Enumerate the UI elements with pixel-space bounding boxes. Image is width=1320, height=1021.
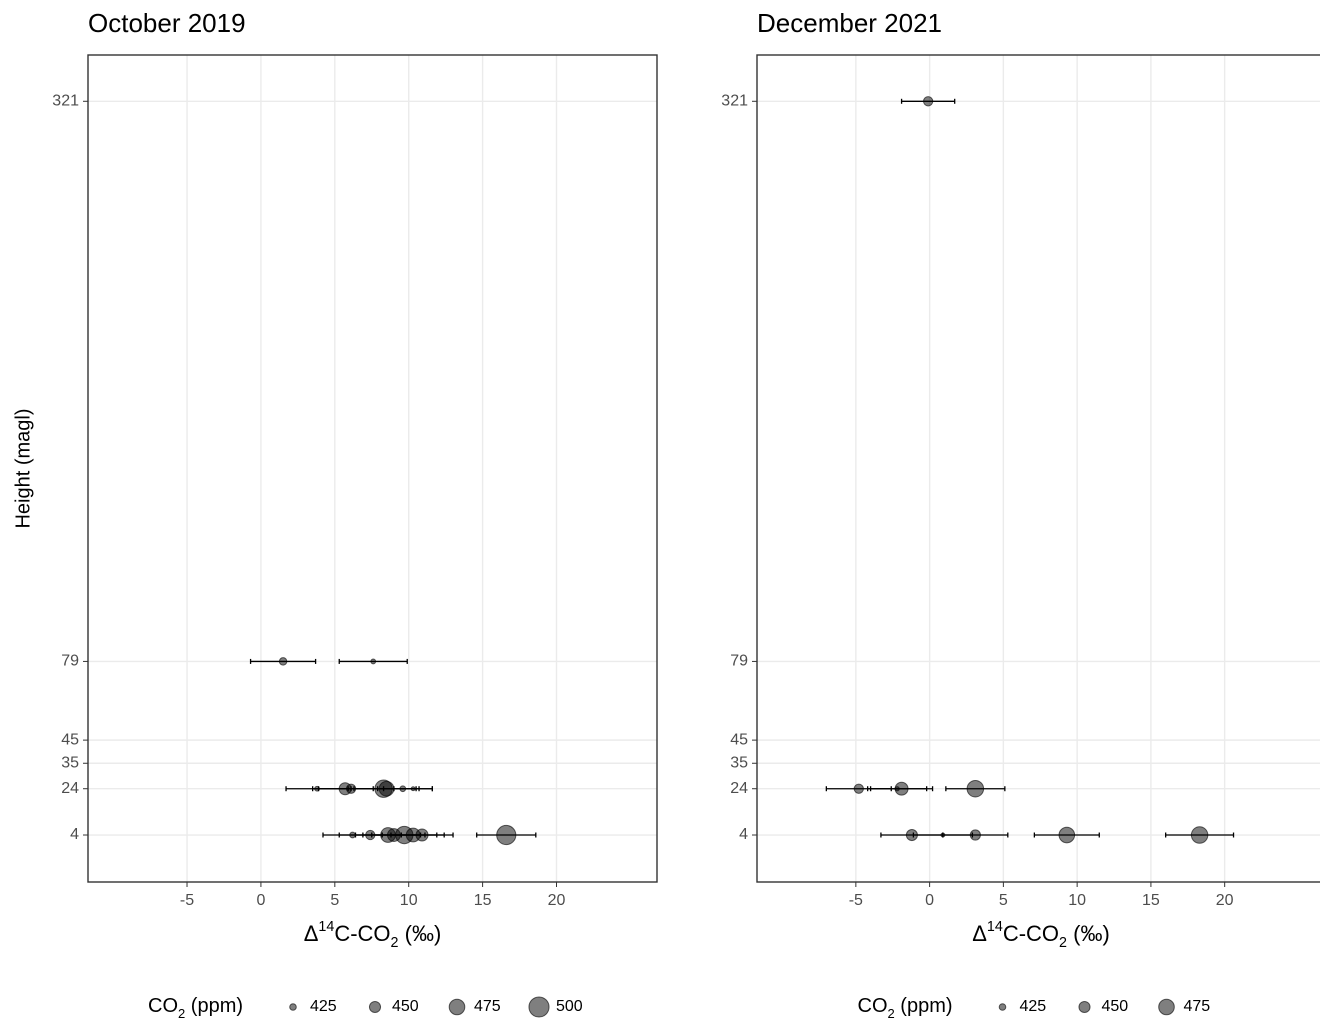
panel-title: December 2021 <box>757 8 942 38</box>
point <box>410 786 416 792</box>
legend-label: 475 <box>1184 998 1211 1015</box>
y-tick-label: 45 <box>730 731 748 748</box>
x-axis-label-part: Δ <box>304 921 319 946</box>
legend-label: 450 <box>392 998 419 1015</box>
x-axis-label-part: 14 <box>318 919 334 935</box>
legend-key <box>998 1003 1007 1011</box>
y-tick-label: 4 <box>70 826 79 843</box>
y-tick-label: 321 <box>721 93 748 110</box>
x-axis-label-part: 2 <box>391 935 399 951</box>
legend-title-part: (ppm) <box>185 995 243 1017</box>
point <box>370 658 377 665</box>
panel-border <box>756 54 1320 883</box>
x-tick-label: 10 <box>1068 892 1086 909</box>
point <box>378 780 395 797</box>
y-tick-label: 35 <box>730 754 748 771</box>
x-tick-label: -5 <box>849 892 863 909</box>
x-tick-label: 0 <box>925 892 934 909</box>
legend-title-part: 2 <box>888 1006 895 1021</box>
point <box>966 779 985 798</box>
x-tick-label: 20 <box>548 892 566 909</box>
y-axis-label: Height (magl) <box>12 408 34 528</box>
y-tick-label: 35 <box>61 754 79 771</box>
x-tick-label: 5 <box>999 892 1008 909</box>
panel <box>87 54 658 883</box>
y-tick-label: 24 <box>730 780 748 797</box>
point <box>365 829 376 841</box>
x-axis-label-part: (‰) <box>399 921 442 946</box>
y-tick-label: 79 <box>61 653 79 670</box>
point <box>349 831 356 839</box>
point <box>894 781 909 796</box>
y-tick-label: 24 <box>61 780 79 797</box>
legend-key <box>528 996 550 1018</box>
point <box>969 829 981 841</box>
x-tick-label: 0 <box>256 892 265 909</box>
y-tick-label: 45 <box>61 731 79 748</box>
point <box>278 657 288 666</box>
x-axis-label-part: C-CO <box>1003 921 1059 946</box>
panel <box>756 54 1320 883</box>
x-axis-label-part: 14 <box>987 919 1003 935</box>
x-tick-label: -5 <box>180 892 194 909</box>
panel-title: October 2019 <box>88 8 246 38</box>
point <box>314 785 320 792</box>
x-tick-label: 15 <box>1142 892 1160 909</box>
legend-key <box>1158 998 1175 1016</box>
legend-label: 450 <box>1102 998 1129 1015</box>
legend-label: 425 <box>310 998 337 1015</box>
point <box>1058 826 1076 844</box>
y-tick-label: 321 <box>52 93 79 110</box>
legend-label: 475 <box>474 998 501 1015</box>
legend-key <box>448 998 466 1016</box>
point <box>345 783 357 794</box>
point <box>496 824 517 846</box>
panel-border <box>87 54 658 883</box>
legend-label: 500 <box>556 998 583 1015</box>
point <box>922 96 934 107</box>
legend-key <box>289 1003 297 1011</box>
x-axis-label: Δ14C-CO2 (‰) <box>972 919 1110 951</box>
point <box>940 832 946 838</box>
legend-title-part: 2 <box>178 1006 185 1021</box>
x-tick-label: 20 <box>1216 892 1234 909</box>
x-axis-label: Δ14C-CO2 (‰) <box>304 919 442 951</box>
x-tick-label: 5 <box>330 892 339 909</box>
x-axis-label-part: C-CO <box>334 921 390 946</box>
point <box>415 828 429 842</box>
legend-key <box>368 1000 382 1014</box>
x-axis-label-part: Δ <box>972 921 987 946</box>
x-tick-label: 10 <box>400 892 418 909</box>
legend-key <box>1078 1000 1091 1014</box>
y-tick-label: 79 <box>730 653 748 670</box>
legend-title-part: CO <box>858 995 888 1017</box>
point <box>905 828 918 842</box>
legend-title: CO2 (ppm) <box>148 995 243 1021</box>
x-axis-label-part: (‰) <box>1067 921 1110 946</box>
x-axis-label-part: 2 <box>1059 935 1067 951</box>
legend-title: CO2 (ppm) <box>858 995 953 1021</box>
point <box>1190 826 1209 844</box>
legend-title-part: (ppm) <box>895 995 953 1017</box>
point <box>399 785 407 793</box>
legend-title-part: CO <box>148 995 178 1017</box>
point <box>853 783 864 794</box>
x-tick-label: 15 <box>474 892 492 909</box>
legend-label: 425 <box>1020 998 1047 1015</box>
y-tick-label: 4 <box>739 826 748 843</box>
